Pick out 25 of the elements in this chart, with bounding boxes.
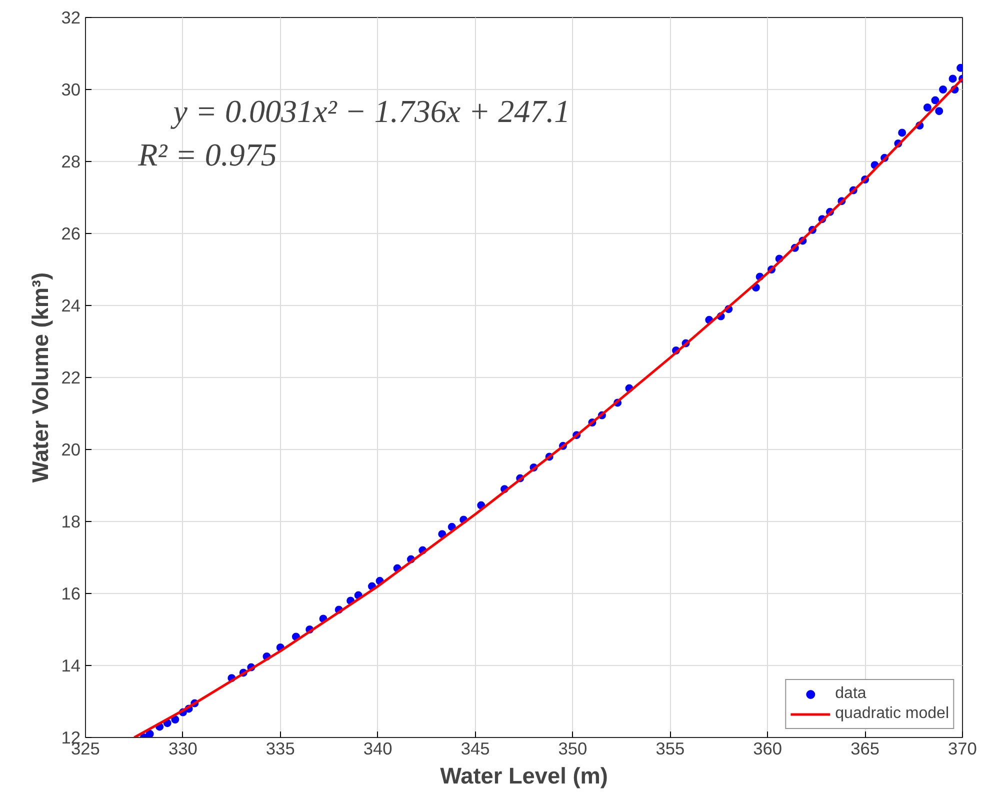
x-tick-label: 350 [558, 738, 588, 758]
x-tick-label: 335 [266, 738, 295, 758]
y-tick-label: 30 [61, 80, 81, 100]
y-tick-label: 20 [61, 440, 81, 460]
x-tick-label: 360 [753, 738, 782, 758]
y-tick-label: 18 [61, 512, 81, 532]
x-tick-label: 370 [948, 738, 977, 758]
x-tick-label: 345 [460, 738, 490, 758]
annotation: y = 0.0031x² − 1.736x + 247.1 [170, 93, 570, 130]
x-tick-label: 365 [850, 738, 880, 758]
y-tick-label: 26 [61, 224, 81, 244]
legend-label: quadratic model [835, 705, 949, 723]
y-tick-label: 24 [61, 296, 81, 316]
y-tick-label: 14 [61, 656, 81, 676]
x-axis-title: Water Level (m) [440, 762, 608, 788]
y-tick-label: 32 [61, 8, 81, 28]
annotation: R² = 0.975 [137, 136, 277, 172]
x-tick-label: 340 [363, 738, 392, 758]
y-tick-label: 28 [61, 152, 81, 172]
x-tick-label: 330 [168, 738, 198, 758]
legend-label: data [835, 685, 866, 703]
y-axis-title: Water Volume (km³) [27, 272, 54, 483]
x-tick-label: 355 [656, 738, 685, 758]
y-tick-label: 22 [61, 368, 81, 388]
y-tick-label: 16 [61, 584, 81, 604]
